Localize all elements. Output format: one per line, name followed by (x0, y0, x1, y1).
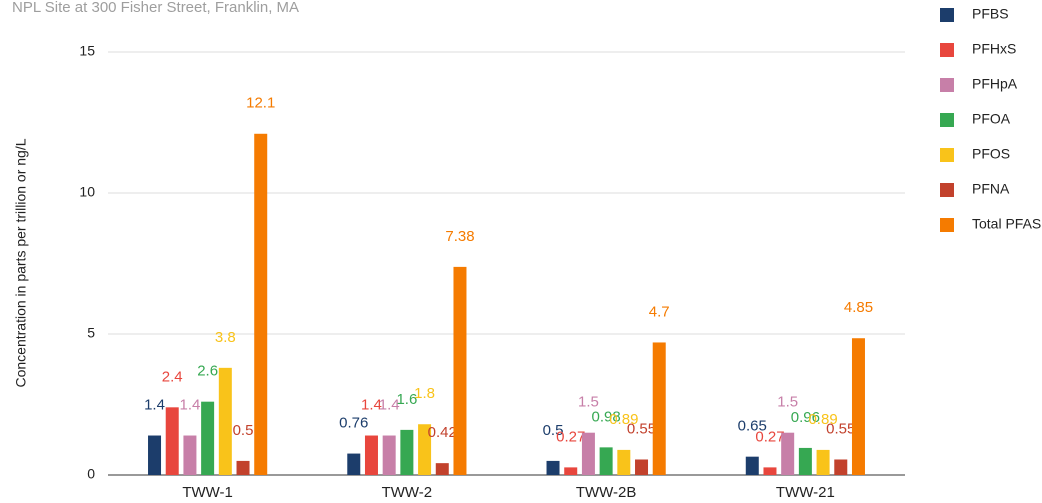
bar (798, 447, 812, 475)
bar (617, 449, 631, 475)
y-tick-label: 15 (79, 43, 95, 59)
bar (183, 435, 197, 475)
legend-swatch (940, 43, 954, 57)
x-tick-label: TWW-2 (382, 484, 433, 501)
x-tick-label: TWW-2B (576, 484, 637, 501)
data-label: 0.27 (755, 428, 784, 445)
legend-label: PFOS (972, 146, 1010, 162)
data-label: 0.5 (543, 422, 564, 439)
data-label: 2.4 (162, 368, 183, 385)
y-tick-label: 0 (87, 466, 95, 482)
data-label: 1.5 (777, 394, 798, 411)
data-label: 0.55 (627, 420, 656, 437)
data-label: 0.42 (428, 424, 457, 441)
data-label: 0.98 (592, 408, 621, 425)
data-label: 4.7 (649, 303, 670, 320)
data-label: 0.89 (808, 411, 837, 428)
legend-label: PFHpA (972, 76, 1018, 92)
bar (581, 432, 595, 475)
bar (254, 133, 268, 475)
bar (763, 467, 777, 475)
legend-swatch (940, 183, 954, 197)
bar (400, 429, 414, 475)
bar (745, 456, 759, 475)
legend-label: PFNA (972, 181, 1010, 197)
data-label: 0.76 (339, 415, 368, 432)
bar (652, 342, 666, 475)
data-label: 0.89 (609, 411, 638, 428)
bar (418, 424, 432, 475)
bar (218, 367, 232, 475)
data-label: 2.6 (197, 363, 218, 380)
bar (435, 463, 449, 475)
bar (165, 407, 179, 475)
bar (236, 460, 250, 475)
data-label: 1.4 (361, 396, 382, 413)
bar (201, 401, 215, 475)
bar (453, 266, 467, 475)
data-label: 1.4 (379, 396, 400, 413)
data-label: 0.5 (233, 422, 254, 439)
data-label: 1.6 (396, 391, 417, 408)
data-label: 3.8 (215, 329, 236, 346)
legend-swatch (940, 218, 954, 232)
data-label: 0.27 (556, 428, 585, 445)
bar (816, 449, 830, 475)
bar (781, 432, 795, 475)
bar (347, 453, 361, 475)
bar (834, 459, 848, 475)
bar (148, 435, 162, 475)
data-label: 1.4 (179, 396, 200, 413)
legend-label: PFOA (972, 111, 1011, 127)
chart-subtitle: NPL Site at 300 Fisher Street, Franklin,… (12, 0, 299, 16)
data-label: 1.5 (578, 394, 599, 411)
data-label: 0.55 (826, 420, 855, 437)
legend-label: PFBS (972, 6, 1009, 22)
bar (851, 338, 865, 475)
y-tick-label: 5 (87, 325, 95, 341)
y-tick-label: 10 (79, 184, 95, 200)
legend-swatch (940, 78, 954, 92)
bar (546, 460, 560, 475)
x-tick-label: TWW-21 (776, 484, 835, 501)
bar (382, 435, 396, 475)
legend-swatch (940, 113, 954, 127)
bar (599, 447, 613, 475)
bar (564, 467, 578, 475)
data-label: 0.96 (791, 409, 820, 426)
data-label: 0.65 (738, 418, 767, 435)
data-label: 1.8 (414, 385, 435, 402)
bar (635, 459, 649, 475)
legend-label: Total PFAS (972, 216, 1041, 232)
data-label: 7.38 (445, 228, 474, 245)
data-label: 1.4 (144, 396, 165, 413)
y-axis-label: Concentration in parts per trillion or n… (13, 138, 29, 387)
legend-swatch (940, 148, 954, 162)
legend-swatch (940, 8, 954, 22)
data-label: 4.85 (844, 299, 873, 316)
legend-label: PFHxS (972, 41, 1016, 57)
x-tick-label: TWW-1 (182, 484, 233, 501)
data-label: 12.1 (246, 95, 275, 112)
bar (364, 435, 378, 475)
